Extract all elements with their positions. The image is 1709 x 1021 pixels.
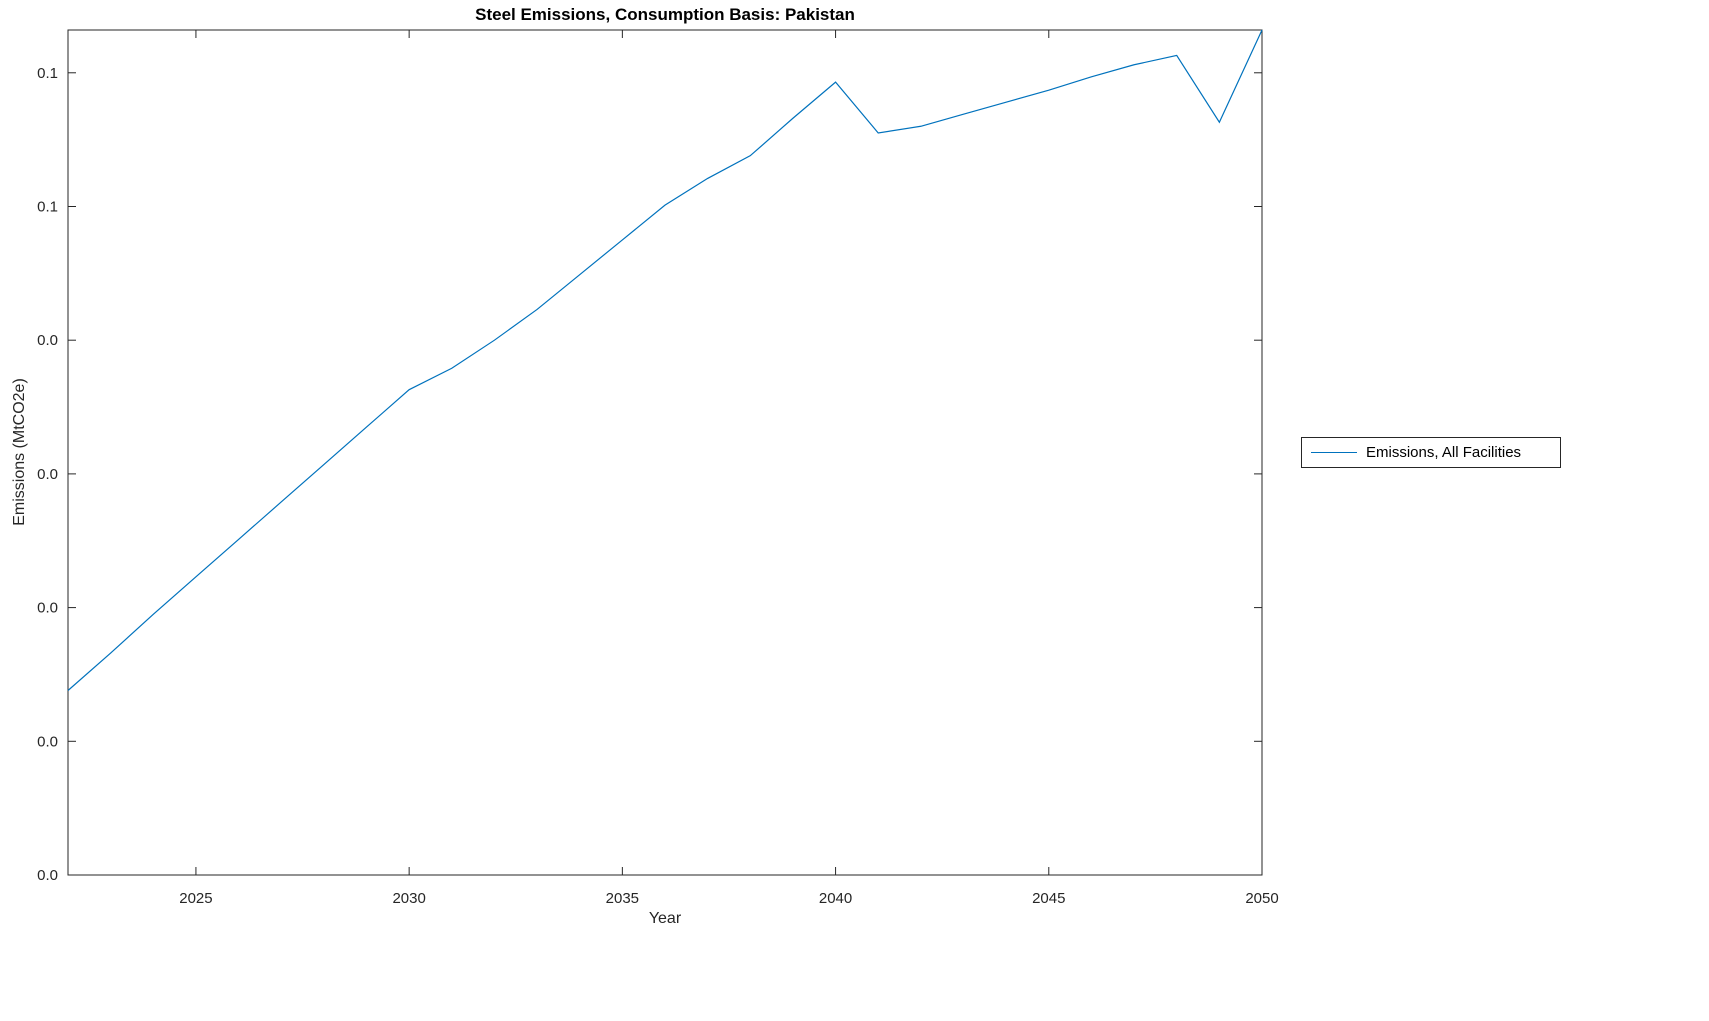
y-tick-label: 0.0	[37, 466, 58, 483]
x-tick-label: 2035	[606, 890, 639, 907]
axes-box	[67, 29, 1263, 876]
legend-entry-label: Emissions, All Facilities	[1366, 444, 1522, 461]
y-tick-label: 0.0	[37, 867, 58, 884]
series-line	[67, 29, 1263, 691]
x-tick-label: 2030	[392, 890, 425, 907]
y-tick-label: 0.1	[37, 198, 58, 215]
x-tick-label: 2040	[819, 890, 852, 907]
y-tick-label: 0.0	[37, 733, 58, 750]
x-tick-label: 2045	[1032, 890, 1065, 907]
y-tick-label: 0.0	[37, 332, 58, 349]
x-tick-label: 2050	[1245, 890, 1278, 907]
chart-title: Steel Emissions, Consumption Basis: Paki…	[475, 5, 855, 24]
x-tick-label: 2025	[179, 890, 212, 907]
y-tick-label: 0.0	[37, 600, 58, 617]
legend: Emissions, All Facilities	[1301, 437, 1561, 468]
legend-line-sample	[1311, 452, 1357, 453]
x-axis-label: Year	[648, 910, 682, 927]
y-tick-label: 0.1	[37, 65, 58, 82]
y-axis-label: Emissions (MtCO2e)	[11, 378, 28, 526]
